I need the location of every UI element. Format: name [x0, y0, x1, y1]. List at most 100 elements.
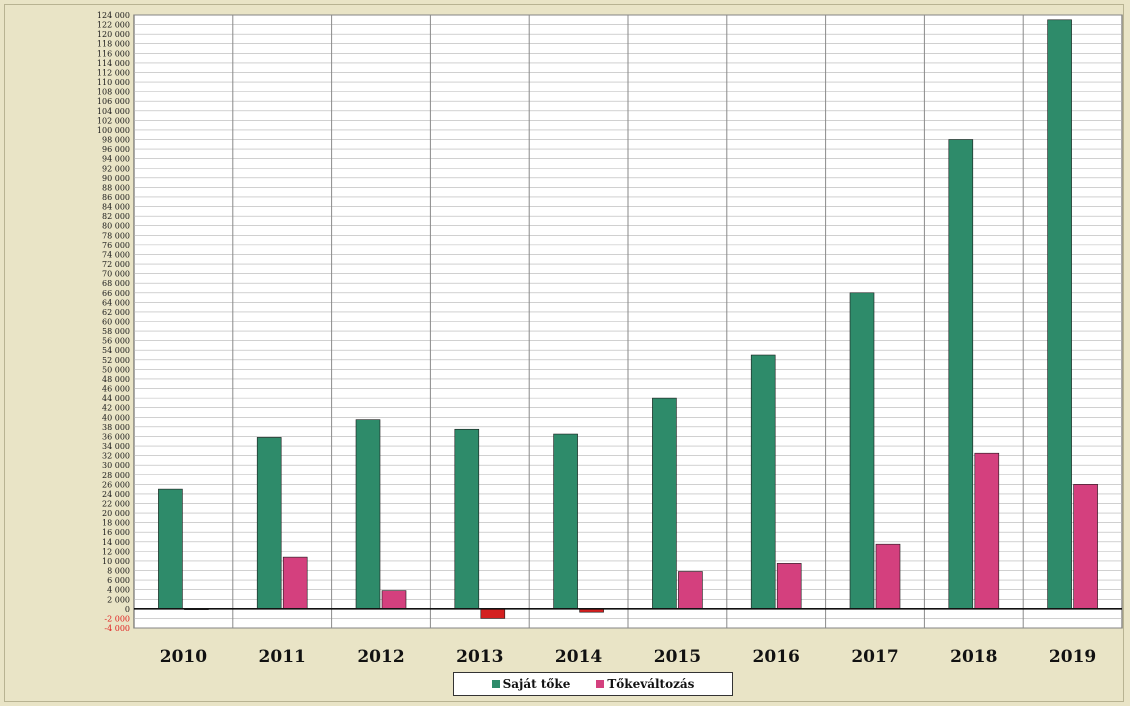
y-tick-label: 72 000: [102, 260, 130, 269]
y-tick-label: 6 000: [107, 576, 130, 585]
y-tick-label: 50 000: [102, 365, 130, 374]
x-tick-label: 2016: [753, 647, 800, 667]
x-tick-label: 2012: [357, 647, 404, 667]
bar-saja-toke-2014: [553, 433, 578, 610]
bar-saja-toke-2013: [454, 428, 480, 610]
y-tick-label: 120 000: [97, 30, 130, 39]
y-tick-label: 66 000: [102, 289, 130, 298]
bar-tokevaltozas-2016: [776, 563, 802, 610]
y-tick-label: 46 000: [102, 385, 130, 394]
y-tick-label: 14 000: [102, 538, 130, 547]
x-tick-label: 2011: [259, 647, 306, 667]
y-tick-label: 110 000: [97, 78, 130, 87]
x-tick-label: 2018: [950, 647, 997, 667]
y-tick-label: 20 000: [102, 509, 130, 518]
y-tick-label: 114 000: [97, 59, 130, 68]
legend-label-tokevaltozas: Tőkeváltozás: [607, 677, 695, 691]
y-tick-label: 34 000: [102, 442, 130, 451]
bar-saja-toke-2015: [652, 397, 677, 610]
y-tick-label: 2 000: [107, 595, 130, 604]
bar-tokevaltozas-2012: [381, 590, 407, 610]
y-tick-label: 96 000: [102, 145, 130, 154]
bar-tokevaltozas-2011: [282, 556, 308, 610]
y-tick-label: 30 000: [102, 461, 130, 470]
bar-saja-toke-2010: [158, 488, 183, 610]
x-tick-label: 2015: [654, 647, 701, 667]
y-tick-label: 22 000: [102, 499, 130, 508]
bar-saja-toke-2018: [948, 139, 974, 610]
x-tick-label: 2019: [1049, 647, 1096, 667]
y-tick-label: 68 000: [102, 279, 130, 288]
y-tick-label: 62 000: [102, 308, 130, 317]
y-tick-label: 32 000: [102, 452, 130, 461]
y-tick-label: 78 000: [102, 231, 130, 240]
y-tick-label: 88 000: [102, 183, 130, 192]
chart-frame: [4, 4, 1124, 702]
y-tick-label: 4 000: [107, 586, 130, 595]
bar-tokevaltozas-2019: [1073, 484, 1098, 610]
y-tick-label: 24 000: [102, 490, 130, 499]
y-tick-label: 12 000: [102, 547, 130, 556]
bar-tokevaltozas-2018: [974, 452, 1000, 610]
y-tick-label: 94 000: [102, 155, 130, 164]
bar-tokevaltozas-2017: [875, 543, 901, 610]
y-tick-label: 112 000: [97, 68, 130, 77]
y-tick-label: 48 000: [102, 375, 130, 384]
y-tick-label: -4 000: [104, 624, 130, 633]
y-tick-label: 76 000: [102, 241, 130, 250]
y-tick-label: 90 000: [102, 174, 130, 183]
y-tick-label: 82 000: [102, 212, 130, 221]
bar-tokevaltozas-2013: [480, 608, 506, 619]
y-tick-label: -2 000: [104, 614, 130, 623]
y-tick-label: 10 000: [102, 557, 130, 566]
y-tick-label: 104 000: [97, 107, 130, 116]
y-tick-label: 98 000: [102, 136, 130, 145]
y-tick-label: 16 000: [102, 528, 130, 537]
legend-item-tokevaltozas: Tőkeváltozás: [596, 677, 694, 691]
y-tick-label: 70 000: [102, 270, 130, 279]
y-tick-label: 56 000: [102, 337, 130, 346]
y-tick-label: 44 000: [102, 394, 130, 403]
y-tick-label: 38 000: [102, 423, 130, 432]
y-tick-label: 42 000: [102, 404, 130, 413]
chart-legend: Saját tőke Tőkeváltozás: [453, 672, 733, 696]
y-tick-label: 102 000: [97, 116, 130, 125]
legend-swatch-saja-toke: [491, 680, 500, 688]
bar-tokevaltozas-2015: [678, 571, 703, 610]
y-tick-label: 106 000: [97, 97, 130, 106]
legend-item-saja-toke: Saját tőke: [491, 677, 571, 691]
y-tick-label: 40 000: [102, 413, 130, 422]
x-tick-label: 2013: [456, 647, 503, 667]
y-tick-label: 54 000: [102, 346, 130, 355]
y-tick-label: 36 000: [102, 432, 130, 441]
y-tick-label: 64 000: [102, 298, 130, 307]
y-tick-label: 118 000: [97, 40, 130, 49]
y-tick-label: 0: [125, 605, 130, 614]
x-tick-label: 2010: [160, 647, 207, 667]
y-tick-label: 60 000: [102, 318, 130, 327]
y-tick-label: 108 000: [97, 88, 130, 97]
y-tick-label: 52 000: [102, 356, 130, 365]
y-tick-label: 8 000: [107, 567, 130, 576]
y-tick-label: 86 000: [102, 193, 130, 202]
y-tick-label: 80 000: [102, 222, 130, 231]
bar-saja-toke-2012: [355, 419, 381, 610]
y-tick-label: 26 000: [102, 480, 130, 489]
legend-label-saja-toke: Saját tőke: [502, 677, 571, 691]
x-tick-label: 2014: [555, 647, 602, 667]
y-tick-label: 74 000: [102, 250, 130, 259]
bar-saja-toke-2016: [750, 354, 776, 610]
y-tick-label: 18 000: [102, 519, 130, 528]
y-tick-label: 84 000: [102, 203, 130, 212]
bar-saja-toke-2017: [849, 292, 875, 610]
bar-saja-toke-2011: [256, 437, 282, 610]
legend-swatch-tokevaltozas: [596, 680, 605, 688]
x-tick-label: 2017: [851, 647, 898, 667]
y-tick-label: 58 000: [102, 327, 130, 336]
y-tick-label: 116 000: [97, 49, 130, 58]
y-tick-label: 122 000: [97, 21, 130, 30]
y-tick-label: 28 000: [102, 471, 130, 480]
y-tick-label: 92 000: [102, 164, 130, 173]
bar-saja-toke-2019: [1047, 19, 1072, 610]
